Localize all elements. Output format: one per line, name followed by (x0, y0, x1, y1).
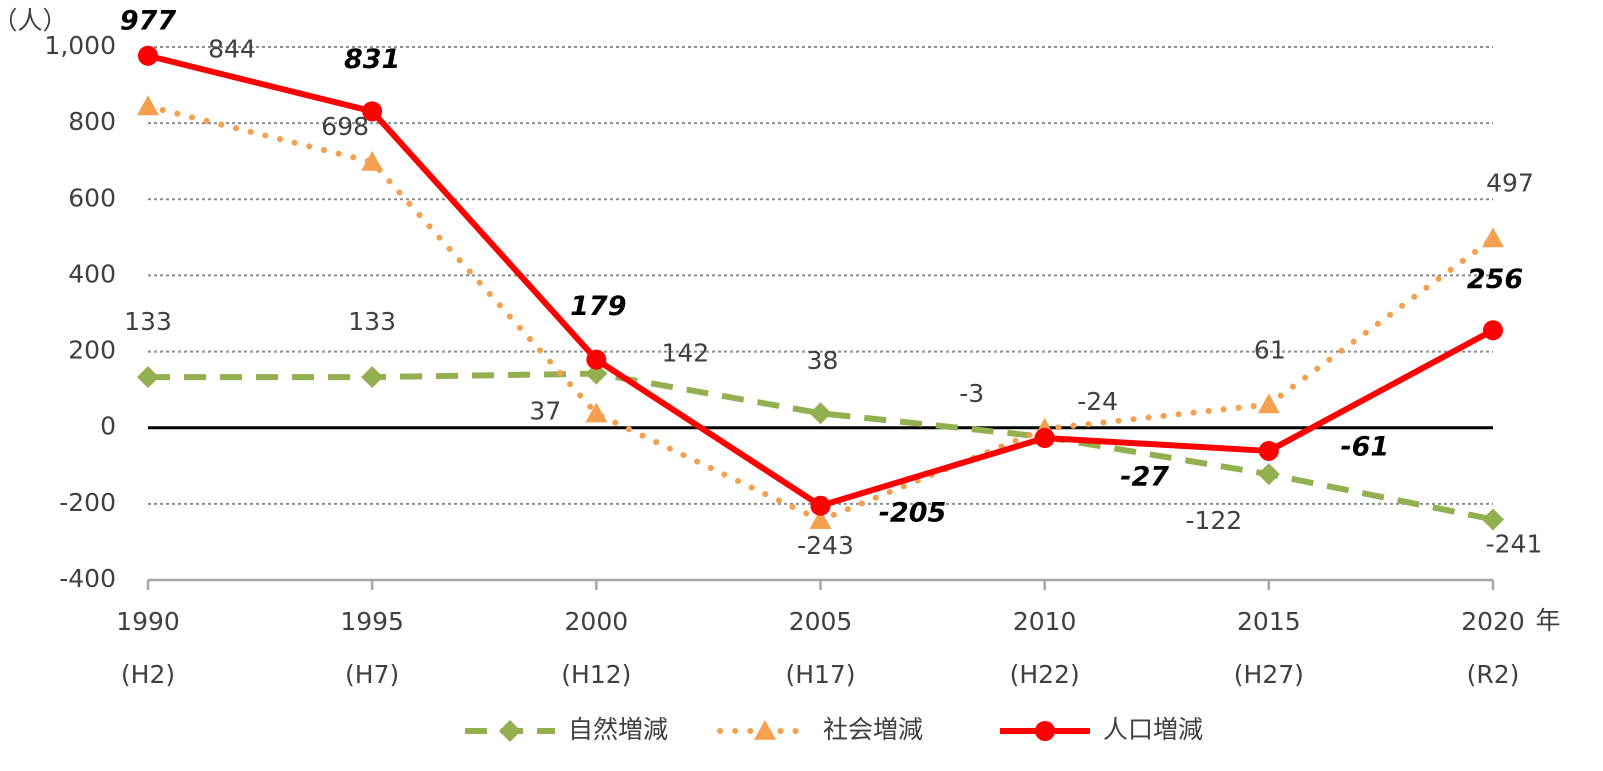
marker (809, 402, 832, 425)
y-tick-label: 0 (100, 412, 116, 441)
x-tick-label: 1990 (116, 607, 180, 636)
marker (499, 720, 521, 742)
data-label: 133 (124, 307, 172, 336)
data-label: 831 (344, 44, 400, 75)
data-label: 37 (529, 397, 561, 426)
y-tick-label: 1,000 (44, 31, 116, 60)
data-label: -241 (1486, 529, 1543, 558)
marker (1257, 393, 1280, 414)
x-tick-label: 2005 (789, 607, 853, 636)
data-label: -205 (879, 497, 947, 528)
marker (1258, 440, 1279, 461)
x-tick-label: 2015 (1237, 607, 1301, 636)
x-tick-label: 2010 (1013, 607, 1077, 636)
data-label: 61 (1254, 335, 1286, 364)
marker (754, 720, 776, 740)
marker (586, 349, 607, 370)
marker (362, 101, 383, 122)
x-tick-sublabel: (H27) (1234, 660, 1304, 689)
data-label: 38 (807, 346, 839, 375)
marker (585, 362, 608, 385)
data-label: 844 (208, 34, 256, 63)
marker (361, 150, 384, 171)
legend-label: 人口増減 (1103, 715, 1203, 744)
x-tick-sublabel: (H2) (121, 660, 175, 689)
marker (137, 366, 159, 389)
y-tick-label: 200 (68, 336, 116, 365)
marker (1482, 227, 1504, 248)
marker (137, 95, 159, 116)
marker (361, 366, 384, 389)
marker (810, 495, 831, 516)
y-tick-label: 400 (68, 259, 116, 288)
data-label: 497 (1486, 168, 1534, 197)
y-tick-label: 800 (68, 107, 116, 136)
x-tick-sublabel: (H22) (1010, 660, 1080, 689)
y-tick-label: -400 (59, 564, 116, 593)
data-label: -122 (1185, 506, 1242, 535)
data-label: 133 (348, 307, 396, 336)
x-tick-sublabel: (R2) (1467, 660, 1520, 689)
data-label: -3 (959, 379, 984, 408)
y-tick-label: 600 (68, 183, 116, 212)
data-label: -61 (1340, 431, 1389, 462)
data-label: -27 (1120, 461, 1169, 492)
x-tick-sublabel: (H12) (561, 660, 631, 689)
marker (1035, 721, 1055, 741)
x-tick-sublabel: (H17) (785, 660, 855, 689)
data-label: -24 (1077, 387, 1118, 416)
marker (1034, 427, 1055, 448)
marker (1483, 320, 1503, 341)
marker (1257, 463, 1280, 486)
data-label: 179 (570, 291, 626, 322)
x-tick-label: 2020 (1461, 607, 1525, 636)
data-label: 698 (321, 112, 369, 141)
data-label: 977 (120, 5, 177, 36)
y-unit: （人） (0, 6, 68, 35)
marker (809, 509, 832, 530)
x-tick-label: 1995 (340, 607, 404, 636)
marker (138, 45, 158, 66)
legend-label: 自然増減 (568, 715, 668, 744)
x-tick-sublabel: (H7) (345, 660, 399, 689)
x-unit: 年 (1535, 606, 1560, 635)
legend-label: 社会増減 (823, 715, 923, 744)
data-label: 256 (1467, 264, 1523, 295)
marker (585, 402, 608, 423)
y-tick-label: -200 (59, 488, 116, 517)
data-label: -243 (797, 531, 854, 560)
x-tick-label: 2000 (565, 607, 629, 636)
marker (1482, 508, 1504, 531)
data-label: 142 (661, 339, 709, 368)
